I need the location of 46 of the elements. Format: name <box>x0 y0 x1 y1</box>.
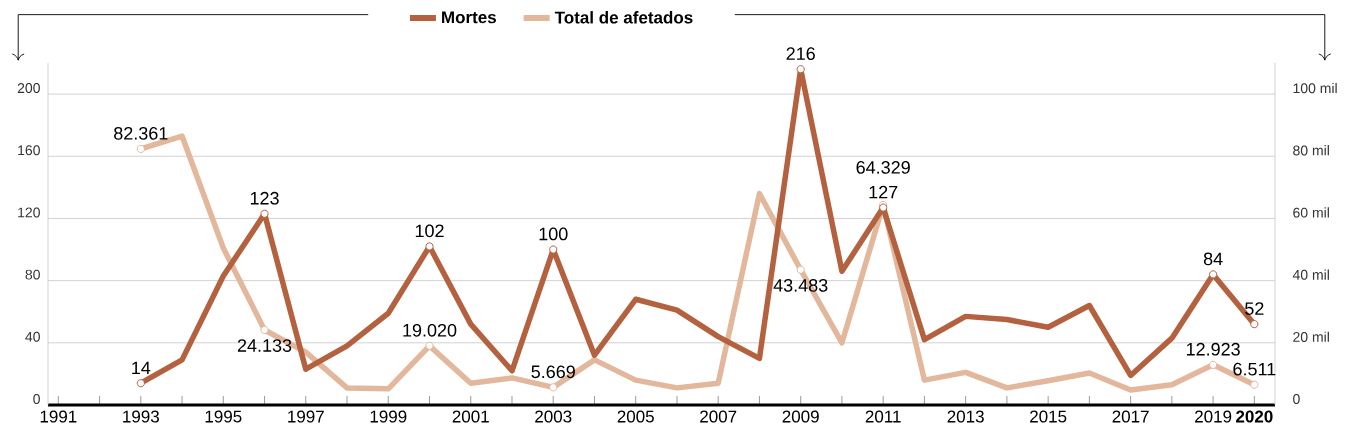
x-tick-label: 2015 <box>1030 410 1067 423</box>
x-tick-label: 2007 <box>700 410 737 423</box>
x-tick-label: 2011 <box>865 410 901 423</box>
x-tick-label: 2019 <box>1195 410 1232 423</box>
y2-tick-label: 40 mil <box>1292 269 1329 280</box>
data-label: 84 <box>1203 252 1223 266</box>
data-label: 100 <box>539 227 568 241</box>
data-label: 52 <box>1245 302 1264 315</box>
x-tick-label: 2009 <box>782 410 819 423</box>
x-tick-label: 2001 <box>452 410 489 423</box>
x-tick-label: 1999 <box>370 410 407 423</box>
x-tick-label: 1995 <box>205 410 242 423</box>
data-label: 64.329 <box>856 161 910 174</box>
x-tick-label: 1997 <box>288 410 324 423</box>
data-label: 127 <box>869 185 898 199</box>
legend-label: Mortes <box>442 11 496 24</box>
y2-tick-label: 100 mil <box>1293 82 1337 94</box>
data-label: 216 <box>786 47 815 61</box>
data-label: 6.511 <box>1233 362 1276 376</box>
data-label: 12.923 <box>1186 342 1240 356</box>
y2-tick-label: 80 mil <box>1293 145 1329 156</box>
x-tick-label: 2003 <box>535 410 572 423</box>
x-tick-label: 2017 <box>1112 410 1149 423</box>
data-label: 24.133 <box>237 339 292 352</box>
y2-tick-label: 60 mil <box>1293 207 1329 218</box>
data-label: 14 <box>132 361 151 375</box>
data-label: 19.020 <box>403 323 457 337</box>
y2-tick-label: 20 mil <box>1293 331 1329 342</box>
legend-label: Total de afetados <box>554 11 693 24</box>
x-tick-label: 1993 <box>123 410 159 423</box>
y-tick-label: 0 <box>33 394 40 404</box>
y-tick-label: 40 <box>25 331 40 342</box>
y-tick-label: 200 <box>17 83 40 94</box>
y-tick-label: 160 <box>18 145 40 156</box>
y-tick-label: 120 <box>18 207 40 218</box>
x-tick-label: 2005 <box>617 410 654 423</box>
data-label: 123 <box>250 191 279 205</box>
x-tick-label: 2013 <box>947 410 984 423</box>
data-label: 82.361 <box>114 126 168 140</box>
x-tick-label: 2020 <box>1236 410 1273 423</box>
y2-tick-label: 0 <box>1293 394 1300 404</box>
data-label: 102 <box>415 224 444 238</box>
data-label: 43.483 <box>773 278 828 292</box>
data-label: 5.669 <box>531 365 575 379</box>
y-tick-label: 80 <box>25 269 40 280</box>
x-tick-label: 1991 <box>40 410 77 423</box>
